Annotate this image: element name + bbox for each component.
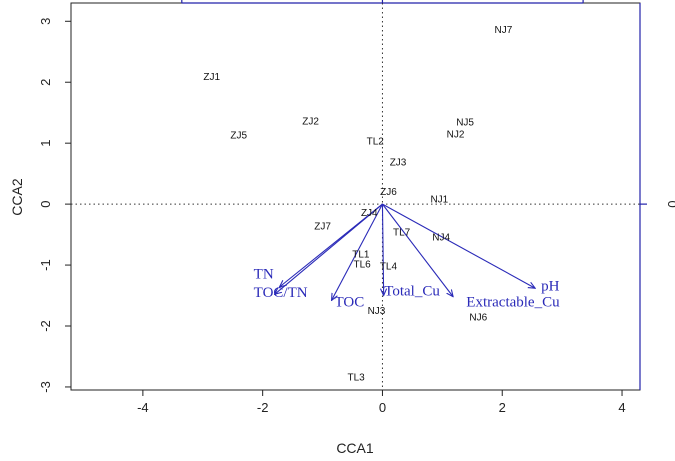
site-point-label: TL3: [347, 372, 365, 383]
x-tick-label: -4: [137, 400, 149, 415]
vector-arrow: [382, 204, 383, 295]
plot-frame: [70, 2, 641, 391]
vector-arrow: [332, 203, 383, 300]
vector-arrow: [275, 203, 383, 294]
site-point-label: NJ3: [368, 306, 386, 317]
site-point-label: ZJ6: [380, 187, 397, 198]
vector-label: Total_Cu: [384, 284, 440, 300]
x-tick-label: 0: [379, 400, 386, 415]
vector-label: TOC/TN: [254, 285, 308, 301]
vector-label: Extractable_Cu: [466, 295, 560, 311]
x-axis-title: CCA1: [336, 440, 374, 456]
x-tick-label: -2: [257, 400, 269, 415]
vector-label: TN: [254, 266, 274, 282]
site-point-label: TL2: [367, 137, 385, 148]
y-tick-label: 0: [38, 201, 53, 208]
site-point-label: NJ6: [469, 313, 487, 324]
site-point-label: ZJ2: [302, 116, 319, 127]
vector-label: pH: [541, 279, 560, 295]
site-point-label: TL4: [380, 262, 398, 273]
y-tick-label: 2: [38, 79, 53, 86]
y-tick-label: 3: [38, 18, 53, 25]
vector-label: TOC: [335, 295, 365, 311]
y-tick-label: -2: [38, 320, 53, 332]
site-point-label: NJ2: [447, 129, 465, 140]
site-point-label: NJ4: [432, 232, 450, 243]
axes-layer: -4 -2 0 2 4 -3 -2 -1 0 1 2 3 0: [38, 0, 675, 415]
site-point-label: ZJ4: [361, 208, 378, 219]
y-axis-title: CCA2: [9, 178, 25, 216]
site-point-label: NJ5: [456, 118, 474, 129]
site-point-label: ZJ7: [314, 221, 331, 232]
site-point-label: TL7: [393, 227, 411, 238]
site-point-label: TL6: [353, 260, 371, 271]
site-point-label: ZJ3: [390, 157, 407, 168]
y-tick-label: 1: [38, 140, 53, 147]
y-tick-label: -3: [38, 381, 53, 393]
vector-arrow: [382, 203, 453, 297]
reference-lines: [71, 3, 640, 390]
y-tick-label: -1: [38, 259, 53, 271]
x-tick-label: 4: [618, 400, 625, 415]
site-point-label: TL1: [352, 249, 370, 260]
site-point-label: ZJ1: [203, 72, 220, 83]
right-axis-tick-label: 0: [665, 201, 675, 208]
site-point-label: ZJ5: [230, 131, 247, 142]
site-point-label: NJ7: [495, 25, 513, 36]
x-tick-label: 2: [499, 400, 506, 415]
vector-arrow: [382, 203, 535, 288]
site-point-label: NJ1: [430, 194, 448, 205]
